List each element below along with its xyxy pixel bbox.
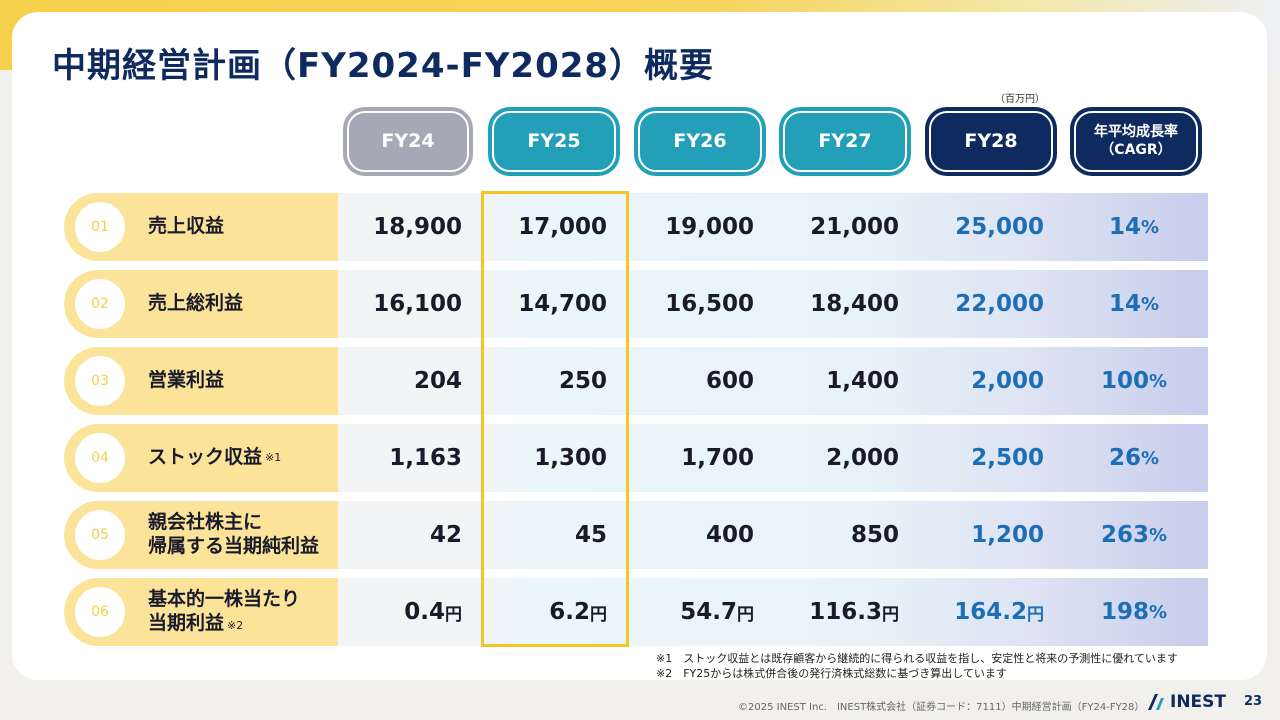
cell-fy25: 17,000: [518, 214, 607, 240]
cell-fy26: 16,500: [665, 291, 754, 317]
header-fy24: FY24: [343, 107, 473, 176]
table-row: 06 基本的一株当たり 当期利益 ※2 0.4 円 6.2 円 54.7 円 116.3 円…: [64, 578, 1208, 646]
row-footnote-mark: ※2: [227, 619, 244, 632]
cell-fy28: 2,500: [971, 445, 1044, 471]
cell-fy27: 21,000: [810, 214, 899, 240]
cell-fy25: 45: [574, 522, 607, 548]
cell-cagr: 263%: [1100, 522, 1168, 548]
cell-fy26: 600: [705, 368, 754, 394]
footnote-1: ※1 ストック収益とは既存顧客から継続的に得られる収益を指し、安定性と将来の予測…: [656, 652, 1178, 665]
cell-cagr: 198%: [1100, 599, 1168, 625]
cell-fy25: 1,300: [534, 445, 607, 471]
header-fy27: FY27: [779, 107, 911, 176]
cell-cagr: 100%: [1100, 368, 1168, 394]
cell-fy28: 2,000: [971, 368, 1044, 394]
table-row: 02 売上総利益 16,100 14,700 16,500 18,400 22,…: [64, 270, 1208, 338]
row-label: ストック収益 ※1: [148, 446, 282, 469]
row-label: 売上総利益: [148, 292, 244, 315]
cagr-label-line1: 年平均成長率: [1094, 124, 1178, 140]
cell-fy26: 400: [705, 522, 754, 548]
unit-label: （百万円）: [995, 94, 1045, 105]
cell-fy27: 2,000: [826, 445, 899, 471]
copyright-footer: ©2025 INEST Inc. INEST株式会社（証券コード：7111）中期…: [738, 702, 1145, 713]
cell-fy28: 164.2 円: [954, 599, 1044, 625]
cell-fy24: 16,100: [373, 291, 462, 317]
cagr-label-line2: （CAGR）: [1100, 141, 1172, 158]
cell-fy25: 6.2 円: [549, 599, 607, 625]
fy25-highlight-frame: [481, 191, 629, 647]
header-fy25: FY25: [488, 107, 620, 176]
cell-fy24: 42: [429, 522, 462, 548]
cell-fy27: 1,400: [826, 368, 899, 394]
cell-cagr: 14%: [1108, 291, 1160, 317]
cell-fy28: 22,000: [955, 291, 1044, 317]
header-fy28: FY28: [925, 107, 1057, 176]
page-title: 中期経営計画（FY2024-FY2028）概要: [52, 46, 715, 86]
row-label: 親会社株主に 帰属する当期純利益: [148, 511, 320, 557]
cell-fy24: 0.4 円: [404, 599, 462, 625]
cell-fy26: 54.7 円: [680, 599, 754, 625]
row-number: 03: [75, 356, 125, 406]
cell-fy26: 19,000: [665, 214, 754, 240]
cell-fy26: 1,700: [681, 445, 754, 471]
table-row: 04 ストック収益 ※1 1,163 1,300 1,700 2,000 2,50…: [64, 424, 1208, 492]
cell-fy25: 14,700: [518, 291, 607, 317]
page-number: 23: [1244, 694, 1263, 709]
row-number: 02: [75, 279, 125, 329]
cell-cagr: 26%: [1108, 445, 1160, 471]
cell-fy24: 18,900: [373, 214, 462, 240]
cell-fy27: 116.3 円: [809, 599, 899, 625]
inest-logo: INEST: [1148, 692, 1226, 712]
row-label: 基本的一株当たり 当期利益 ※2: [148, 588, 301, 634]
table-row: 05 親会社株主に 帰属する当期純利益 42 45 400 850 1,200 2…: [64, 501, 1208, 569]
row-label: 売上収益: [148, 215, 225, 238]
header-fy26: FY26: [634, 107, 766, 176]
cell-fy27: 850: [850, 522, 899, 548]
row-label: 営業利益: [148, 369, 225, 392]
cell-fy28: 25,000: [955, 214, 1044, 240]
inest-logo-mark-icon: [1148, 694, 1164, 710]
footnote-2: ※2 FY25からは株式併合後の発行済株式総数に基づき算出しています: [656, 666, 1007, 680]
cell-cagr: 14%: [1108, 214, 1160, 240]
cell-fy25: 250: [558, 368, 607, 394]
table-row: 03 営業利益 204 250 600 1,400 2,000 100%: [64, 347, 1208, 415]
cell-fy27: 18,400: [810, 291, 899, 317]
cell-fy28: 1,200: [971, 522, 1044, 548]
footnotes: ※1 ストック収益とは既存顧客から継続的に得られる収益を指し、安定性と将来の予測…: [656, 652, 1178, 682]
row-number: 01: [75, 202, 125, 252]
cell-fy24: 1,163: [389, 445, 462, 471]
cell-fy24: 204: [413, 368, 462, 394]
row-footnote-mark: ※1: [265, 451, 282, 465]
row-number: 05: [75, 510, 125, 560]
table-row: 01 売上収益 18,900 17,000 19,000 21,000 25,0…: [64, 193, 1208, 261]
header-cagr: 年平均成長率 （CAGR）: [1070, 107, 1202, 176]
row-number: 04: [75, 433, 125, 483]
row-number: 06: [75, 587, 125, 637]
